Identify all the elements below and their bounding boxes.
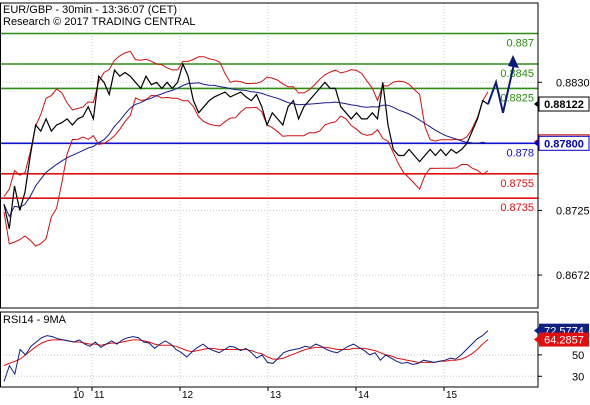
y-tick-label: 0.8725 <box>556 205 590 217</box>
level-label-support: 0.8755 <box>500 178 534 190</box>
rsi-tag-pointer <box>534 335 539 344</box>
rsi-tag-label: 64.2857 <box>544 335 584 347</box>
chart-title: EUR/GBP - 30min - 13:36:07 (CET) <box>3 4 177 16</box>
price-tag-label: 0.88122 <box>544 99 584 111</box>
bollinger-lower-band <box>3 94 489 247</box>
level-label-pivot: 0.878 <box>506 147 534 159</box>
rsi-series <box>3 330 489 382</box>
y-tick-label: 0.8830 <box>556 77 590 89</box>
level-label-resistance: 0.887 <box>506 38 534 50</box>
rsi-tick-label: 30 <box>572 371 584 383</box>
gridlines <box>0 3 538 387</box>
projection-path <box>487 63 515 114</box>
price-tag-pointer <box>534 100 539 109</box>
rsi-moving-average-line <box>3 339 489 367</box>
projection-arrow-icon <box>508 55 519 68</box>
chart-copyright: Research © 2017 TRADING CENTRAL <box>3 16 196 28</box>
rsi-tag-box <box>539 332 589 347</box>
rsi-panel-title: RSI14 - 9MA <box>3 314 67 326</box>
x-tick-label: 10 <box>73 390 85 400</box>
moving-average-line <box>3 82 489 218</box>
rsi-panel-frame <box>0 311 539 388</box>
price-series <box>3 50 519 247</box>
rsi-line <box>3 330 489 382</box>
axis-ticks: 10 11 12 13 14 15 0.8830 0.8725 0.8672 50 30 <box>73 77 590 401</box>
level-label-resistance: 0.8845 <box>500 68 534 80</box>
price-line <box>3 62 489 229</box>
x-tick-label: 13 <box>270 390 282 400</box>
price-tag-pointer <box>534 139 539 148</box>
rsi-tag-pointer <box>534 326 539 335</box>
x-tick-label: 15 <box>446 390 458 400</box>
level-label-resistance: 0.8825 <box>500 92 534 104</box>
panel-frames <box>0 2 539 388</box>
x-tick-label: 11 <box>94 390 105 400</box>
bollinger-upper-band <box>3 50 489 197</box>
x-tick-label: 14 <box>358 390 370 400</box>
rsi-tick-label: 50 <box>572 350 584 362</box>
x-tick-label: 12 <box>182 390 194 400</box>
price-tag-label: 0.87800 <box>544 138 584 150</box>
price-panel-frame <box>0 2 539 309</box>
level-lines: 0.887 0.8845 0.8825 0.878 0.8755 0.8735 <box>0 32 538 214</box>
level-label-support: 0.8735 <box>500 202 534 214</box>
y-tick-label: 0.8672 <box>556 270 590 282</box>
